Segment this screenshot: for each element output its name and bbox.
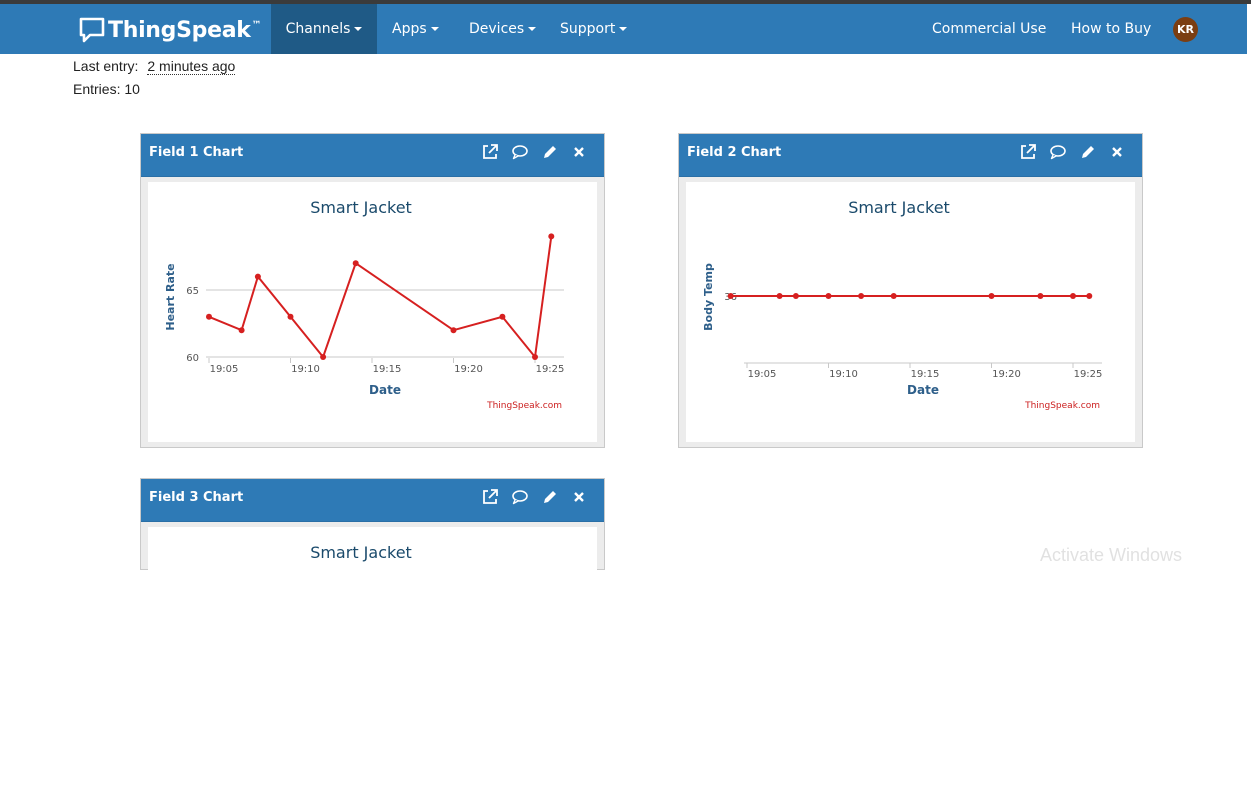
chart-credit: ThingSpeak.com <box>1024 401 1100 411</box>
last-entry-row: Last entry: 2 minutes ago <box>73 58 236 75</box>
y-axis-label: Heart Rate <box>164 263 177 330</box>
chart-title: Smart Jacket <box>310 543 412 562</box>
nav-devices-label: Devices <box>469 21 525 37</box>
data-point <box>792 293 799 299</box>
field-1-chart-panel: Field 1 Chart Smart Jacket Heart Rate Da… <box>140 133 605 448</box>
x-tick-label: 19:25 <box>1074 369 1103 380</box>
nav-support-menu[interactable]: Support <box>560 4 628 54</box>
chart-title: Smart Jacket <box>310 198 412 217</box>
entries-count: Entries: 10 <box>73 81 140 97</box>
external-link-icon[interactable] <box>1018 142 1038 162</box>
x-tick-label: 19:25 <box>536 364 565 375</box>
data-point <box>254 273 261 280</box>
heart-rate-chart: Smart Jacket Heart Rate Date ThingSpeak.… <box>164 198 565 411</box>
panel-header: Field 2 Chart <box>679 134 1142 177</box>
last-entry-value: 2 minutes ago <box>147 58 236 75</box>
top-navbar: ThingSpeak ™ Channels Apps Devices Suppo… <box>0 4 1247 54</box>
x-tick-label: 19:20 <box>454 364 483 375</box>
trademark-mark: ™ <box>251 20 262 31</box>
chart-area: Smart Jacket Body Temp Date ThingSpeak.c… <box>686 182 1135 442</box>
comment-icon[interactable] <box>510 142 530 162</box>
last-entry-label: Last entry: <box>73 58 139 74</box>
x-tick-label: 19:20 <box>992 369 1021 380</box>
nav-devices-menu[interactable]: Devices <box>469 4 537 54</box>
nav-channels-menu[interactable]: Channels <box>271 4 377 54</box>
data-point <box>450 327 457 334</box>
series-line <box>208 236 553 360</box>
comment-icon[interactable] <box>510 487 530 507</box>
data-point <box>532 354 538 360</box>
comment-icon[interactable] <box>1048 142 1068 162</box>
user-avatar[interactable]: KR <box>1173 17 1198 42</box>
y-axis-label: Body Temp <box>702 263 715 331</box>
data-point <box>499 313 506 320</box>
brand-name: ThingSpeak <box>108 17 251 43</box>
nav-apps-label: Apps <box>392 21 427 37</box>
nav-support-label: Support <box>560 21 616 37</box>
pencil-icon[interactable] <box>540 142 560 162</box>
panel-header: Field 3 Chart <box>141 479 604 522</box>
data-point <box>320 354 327 360</box>
close-icon[interactable] <box>569 487 589 507</box>
chart-credit: ThingSpeak.com <box>486 401 562 411</box>
data-point <box>776 293 783 299</box>
nav-channels-label: Channels <box>285 21 351 37</box>
activate-windows-watermark: Activate Windows <box>1040 545 1183 565</box>
x-axis-label: Date <box>907 383 939 397</box>
data-point <box>1070 293 1076 299</box>
external-link-icon[interactable] <box>480 487 500 507</box>
x-tick-label: 19:15 <box>373 364 402 375</box>
data-point <box>727 293 734 299</box>
caret-down-icon <box>619 27 628 31</box>
chart-title: Smart Jacket <box>848 198 950 217</box>
nav-how-to-buy-link[interactable]: How to Buy <box>1071 21 1152 37</box>
data-point <box>988 293 995 299</box>
external-link-icon[interactable] <box>480 142 500 162</box>
panel-title: Field 3 Chart <box>149 490 244 505</box>
data-point <box>287 313 294 320</box>
data-point <box>1037 293 1044 299</box>
data-point <box>238 327 245 334</box>
x-tick-label: 19:15 <box>911 369 940 380</box>
field-3-chart-panel: Field 3 Chart Smart Jacket <box>140 478 605 787</box>
nav-commercial-use-link[interactable]: Commercial Use <box>932 21 1047 37</box>
pencil-icon[interactable] <box>540 487 560 507</box>
caret-down-icon <box>528 27 537 31</box>
brand-logo[interactable]: ThingSpeak ™ <box>79 14 262 46</box>
y-tick-label: 60 <box>186 353 199 364</box>
body-temp-chart: Smart Jacket Body Temp Date ThingSpeak.c… <box>702 198 1103 411</box>
close-icon[interactable] <box>569 142 589 162</box>
close-icon[interactable] <box>1107 142 1127 162</box>
panel-header: Field 1 Chart <box>141 134 604 177</box>
x-tick-label: 19:10 <box>829 369 858 380</box>
x-tick-label: 19:10 <box>291 364 320 375</box>
top-border <box>0 0 1251 4</box>
data-point <box>352 260 359 267</box>
x-axis-label: Date <box>369 383 401 397</box>
data-point <box>858 293 865 299</box>
nav-apps-menu[interactable]: Apps <box>392 4 439 54</box>
caret-down-icon <box>430 27 439 31</box>
data-point <box>548 233 555 240</box>
field-2-chart-panel: Field 2 Chart Smart Jacket Body Temp Dat… <box>678 133 1143 448</box>
panel-title: Field 2 Chart <box>687 145 782 160</box>
chart-area: Smart Jacket Heart Rate Date ThingSpeak.… <box>148 182 597 442</box>
pencil-icon[interactable] <box>1078 142 1098 162</box>
data-point <box>890 293 897 299</box>
y-tick-label: 65 <box>186 286 199 297</box>
x-tick-label: 19:05 <box>748 369 777 380</box>
chart-area: Smart Jacket <box>148 527 597 787</box>
field-3-chart: Smart Jacket <box>310 543 412 562</box>
data-point <box>206 313 212 320</box>
speech-bubble-icon <box>79 17 105 43</box>
x-tick-label: 19:05 <box>210 364 239 375</box>
panel-title: Field 1 Chart <box>149 145 244 160</box>
data-point <box>825 293 832 299</box>
caret-down-icon <box>354 27 363 31</box>
data-point <box>1086 293 1093 299</box>
